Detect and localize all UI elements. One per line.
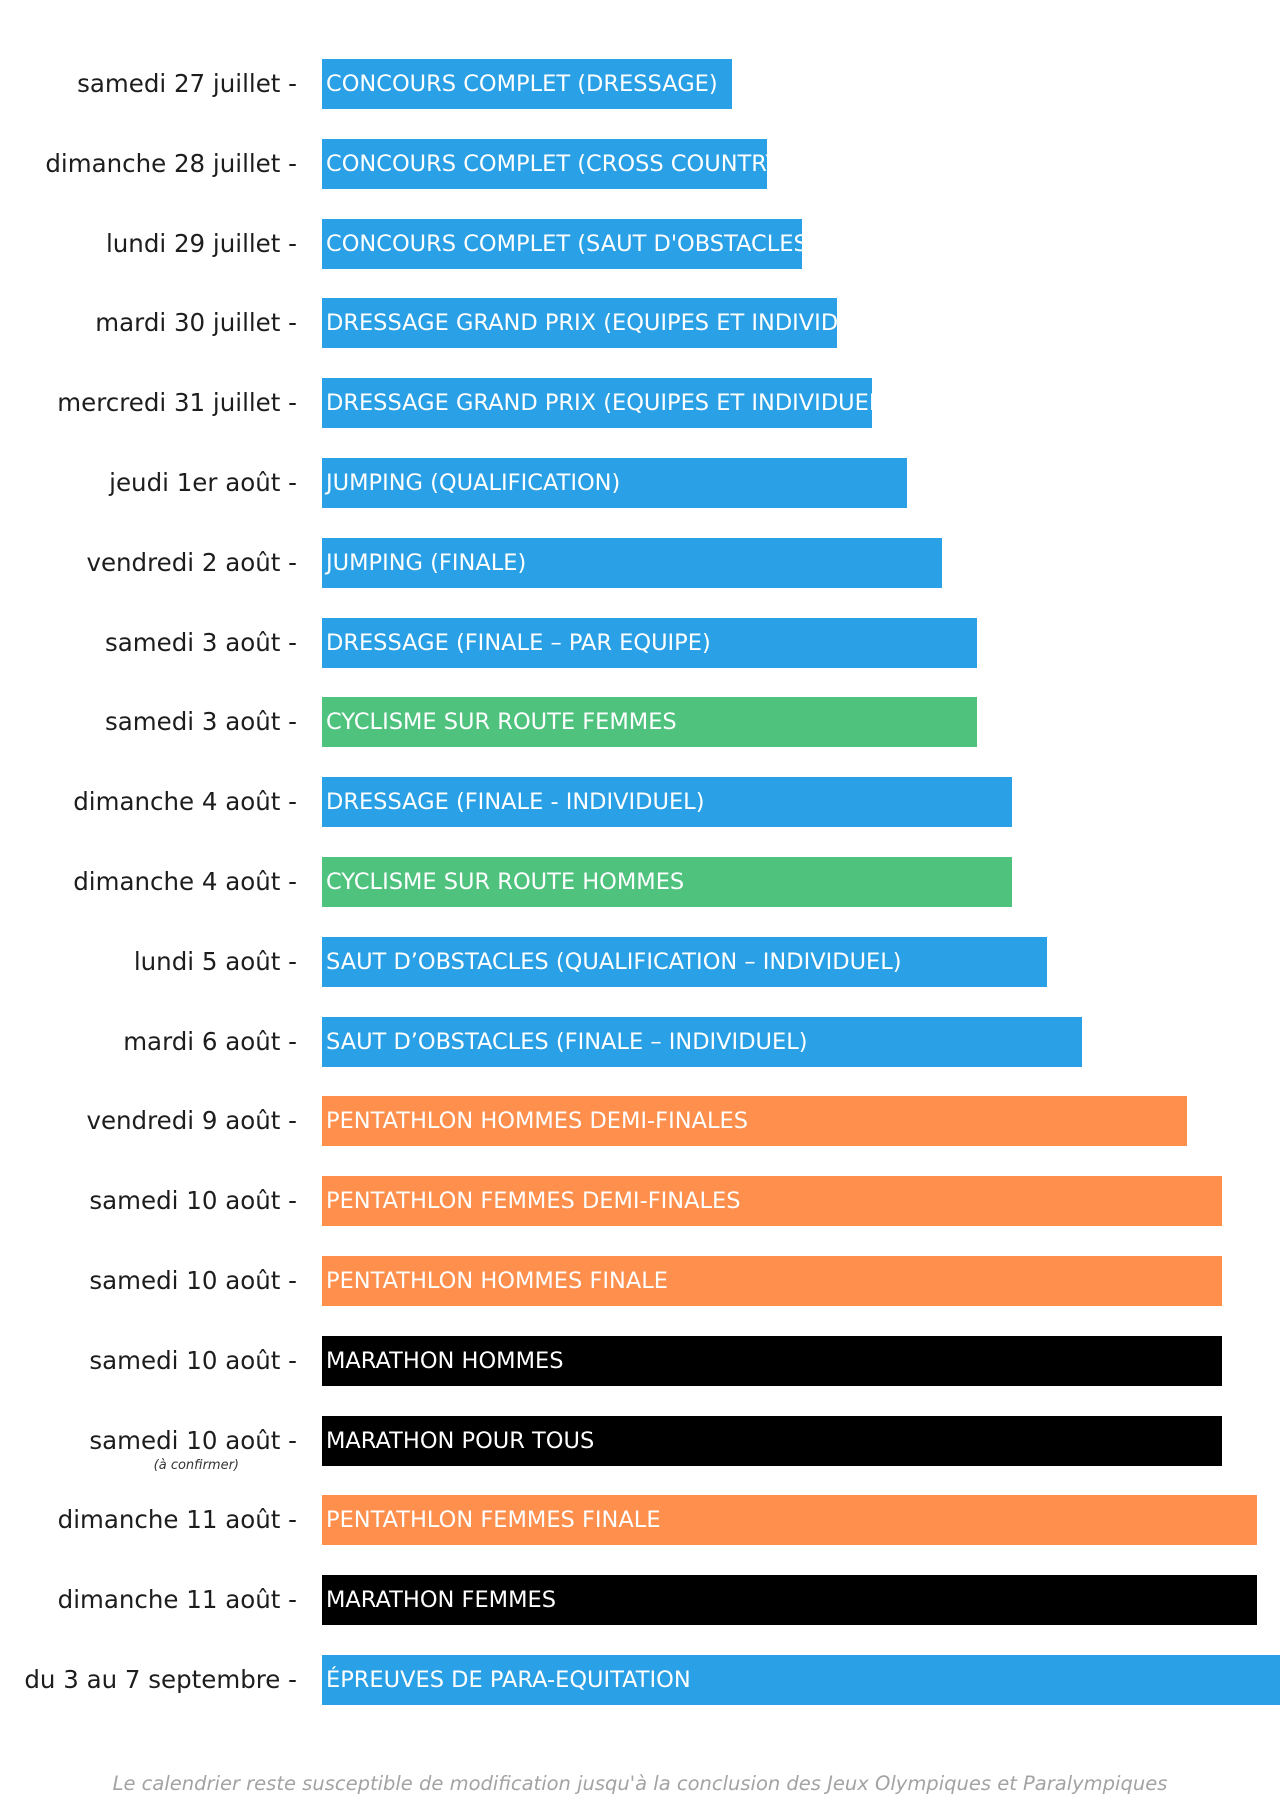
event-bar: PENTATHLON FEMMES DEMI-FINALES xyxy=(322,1176,1222,1227)
date-label: dimanche 28 juillet - xyxy=(45,148,297,178)
event-bar: CONCOURS COMPLET (SAUT D'OBSTACLES) xyxy=(322,218,817,269)
date-label: vendredi 9 août - xyxy=(86,1106,297,1136)
date-label: dimanche 11 août - xyxy=(57,1585,297,1615)
date-label: dimanche 4 août - xyxy=(73,867,297,896)
event-label: MARATHON FEMMES xyxy=(326,1587,557,1614)
event-label: PENTATHLON FEMMES DEMI-FINALES xyxy=(326,1188,741,1215)
event-bar: MARATHON FEMMES xyxy=(322,1575,1257,1626)
event-bar: CYCLISME SUR ROUTE FEMMES xyxy=(322,697,977,748)
event-label: PENTATHLON HOMMES FINALE xyxy=(326,1268,669,1294)
event-bar: MARATHON HOMMES xyxy=(322,1335,1222,1386)
event-label: MARATHON POUR TOUS xyxy=(326,1427,595,1454)
event-label: ÉPREUVES DE PARA-EQUITATION xyxy=(326,1667,691,1693)
event-bar: MARATHON POUR TOUS xyxy=(322,1415,1222,1466)
event-bar: DRESSAGE GRAND PRIX (EQUIPES ET INDIVIDU… xyxy=(322,378,890,429)
event-label: DRESSAGE (FINALE - INDIVIDUEL) xyxy=(326,789,705,816)
footnote: Le calendrier reste susceptible de modif… xyxy=(112,1772,1168,1795)
date-label: samedi 10 août - xyxy=(89,1266,297,1295)
event-label: DRESSAGE GRAND PRIX (EQUIPES ET INDIVIDU… xyxy=(326,390,891,417)
event-bar: DRESSAGE GRAND PRIX (EQUIPES ET INDIVIDU… xyxy=(322,298,890,349)
event-bar: SAUT D’OBSTACLES (QUALIFICATION – INDIVI… xyxy=(322,936,1047,987)
date-note: (à confirmer) xyxy=(153,1457,239,1473)
event-bar: DRESSAGE (FINALE - INDIVIDUEL) xyxy=(322,777,1012,828)
event-label: SAUT D’OBSTACLES (QUALIFICATION – INDIVI… xyxy=(326,948,902,975)
date-label: mardi 30 juillet - xyxy=(95,308,297,338)
event-label: DRESSAGE GRAND PRIX (EQUIPES ET INDIVIDU… xyxy=(326,310,891,337)
event-bar: PENTATHLON FEMMES FINALE xyxy=(322,1495,1257,1546)
event-label: CYCLISME SUR ROUTE HOMMES xyxy=(326,869,685,895)
event-label: SAUT D’OBSTACLES (FINALE – INDIVIDUEL) xyxy=(326,1028,808,1055)
event-label: MARATHON HOMMES xyxy=(326,1347,564,1374)
date-label: samedi 3 août - xyxy=(104,707,297,737)
event-label: JUMPING (QUALIFICATION) xyxy=(326,470,621,496)
date-label: samedi 27 juillet - xyxy=(77,69,297,98)
date-label: samedi 10 août - xyxy=(89,1425,297,1455)
event-bar: CYCLISME SUR ROUTE HOMMES xyxy=(322,857,1012,907)
date-label: mardi 6 août - xyxy=(123,1026,297,1056)
date-label: samedi 10 août - xyxy=(89,1345,297,1375)
event-label: CONCOURS COMPLET (SAUT D'OBSTACLES) xyxy=(326,230,817,257)
date-label: samedi 10 août - xyxy=(89,1186,297,1216)
event-bar: DRESSAGE (FINALE – PAR EQUIPE) xyxy=(322,617,977,668)
event-label: CONCOURS COMPLET (DRESSAGE) xyxy=(326,71,718,97)
date-label: dimanche 11 août - xyxy=(57,1505,297,1535)
event-bar: CONCOURS COMPLET (DRESSAGE) xyxy=(322,59,732,109)
date-label: vendredi 2 août - xyxy=(86,547,297,577)
event-bar: SAUT D’OBSTACLES (FINALE – INDIVIDUEL) xyxy=(322,1016,1082,1067)
event-label: PENTATHLON HOMMES DEMI-FINALES xyxy=(326,1108,748,1135)
date-label: lundi 29 juillet - xyxy=(105,228,297,258)
event-label: PENTATHLON FEMMES FINALE xyxy=(326,1507,661,1534)
date-label: mercredi 31 juillet - xyxy=(57,388,297,418)
event-bar: PENTATHLON HOMMES FINALE xyxy=(322,1256,1222,1306)
event-bar: ÉPREUVES DE PARA-EQUITATION xyxy=(322,1655,1280,1705)
date-label: dimanche 4 août - xyxy=(73,787,297,817)
event-label: CONCOURS COMPLET (CROSS COUNTRY) xyxy=(326,150,788,177)
date-label: samedi 3 août - xyxy=(104,627,297,657)
event-bar: CONCOURS COMPLET (CROSS COUNTRY) xyxy=(322,138,788,189)
date-label: lundi 5 août - xyxy=(133,946,297,976)
event-label: JUMPING (FINALE) xyxy=(326,549,527,576)
event-label: DRESSAGE (FINALE – PAR EQUIPE) xyxy=(326,629,711,656)
date-label: du 3 au 7 septembre - xyxy=(24,1665,297,1694)
event-label: CYCLISME SUR ROUTE FEMMES xyxy=(326,709,677,736)
date-label: jeudi 1er août - xyxy=(109,468,297,497)
event-bar: JUMPING (QUALIFICATION) xyxy=(322,458,907,508)
event-bar: JUMPING (FINALE) xyxy=(322,537,942,588)
event-bar: PENTATHLON HOMMES DEMI-FINALES xyxy=(322,1096,1187,1147)
